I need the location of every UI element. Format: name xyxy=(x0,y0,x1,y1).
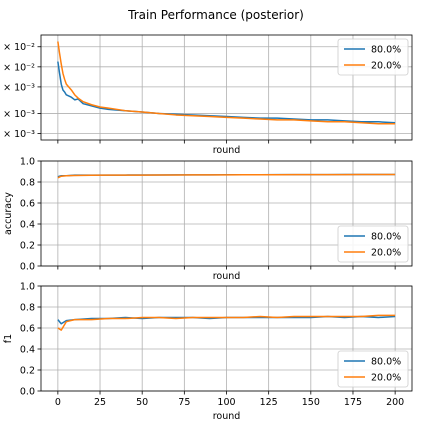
x-tick-label: 100 xyxy=(217,397,235,408)
legend-entry-label: 20.0% xyxy=(371,61,401,72)
y-tick-label: × 10⁻² xyxy=(3,42,35,53)
subplots: × 10⁻³ × 10⁻³ × 10⁻³ × 10⁻² × 10⁻² round 80.0%… xyxy=(3,34,413,422)
legend-entry-label: 20.0% xyxy=(371,373,401,384)
y-tick-label: 1.0 xyxy=(20,157,35,168)
subplot-2: 0.0 0.2 0.4 0.6 0.8 1.0 round accuracy 80.0% 20.0… xyxy=(3,157,413,282)
y-tick-label: 0.6 xyxy=(20,199,35,210)
x-tick-label: 25 xyxy=(94,397,106,408)
legend: 80.0% 20.0% xyxy=(337,38,409,76)
y-tick-label: 0.2 xyxy=(20,241,35,252)
x-tick-label: 50 xyxy=(136,397,148,408)
legend-entry-label: 80.0% xyxy=(371,232,401,243)
legend-box xyxy=(337,350,409,388)
y-axis-label: accuracy xyxy=(3,192,14,235)
y-tick-label: 0.4 xyxy=(20,220,35,231)
y-tick-label: 0.0 xyxy=(20,387,35,398)
x-tick-label: 150 xyxy=(302,397,320,408)
y-tick-label: × 10⁻³ xyxy=(3,82,35,93)
y-tick-label: × 10⁻³ xyxy=(3,129,35,140)
y-tick-label: 0.4 xyxy=(20,345,35,356)
y-tick-label: × 10⁻² xyxy=(3,62,35,73)
y-tick-label: 0.2 xyxy=(20,366,35,377)
legend: 80.0% 20.0% xyxy=(337,225,409,263)
figure-title: Train Performance (posterior) xyxy=(127,8,304,22)
legend-box xyxy=(337,225,409,263)
y-tick-label: 0.8 xyxy=(20,178,35,189)
axes-frame xyxy=(40,160,413,267)
series-line-2 xyxy=(57,173,396,179)
x-tick-label: 0 xyxy=(55,397,61,408)
series-line-2 xyxy=(57,41,396,125)
series-line-2 xyxy=(57,314,396,331)
x-axis-label: round xyxy=(213,145,241,156)
axes-frame xyxy=(40,34,413,141)
subplot-3: 0 25 50 75 100 125 150 175 200 0.0 0.2 0.4 0.6 0.8 1.0… xyxy=(3,282,413,422)
y-tick-label: 0.0 xyxy=(20,262,35,273)
x-axis-label: round xyxy=(213,411,241,422)
legend-entry-label: 20.0% xyxy=(371,248,401,259)
y-tick-label: 0.8 xyxy=(20,303,35,314)
legend: 80.0% 20.0% xyxy=(337,350,409,388)
subplot-1: × 10⁻³ × 10⁻³ × 10⁻³ × 10⁻² × 10⁻² round 80.0%… xyxy=(3,34,413,156)
x-tick-label: 200 xyxy=(386,397,404,408)
x-tick-label: 175 xyxy=(344,397,362,408)
y-tick-label: 0.6 xyxy=(20,324,35,335)
legend-entry-label: 80.0% xyxy=(371,357,401,368)
x-tick-label: 125 xyxy=(260,397,278,408)
y-tick-label: 1.0 xyxy=(20,282,35,293)
axes-frame xyxy=(40,285,413,392)
y-tick-label: × 10⁻³ xyxy=(3,109,35,120)
x-axis-label: round xyxy=(213,271,241,282)
legend-box xyxy=(337,38,409,76)
legend-entry-label: 80.0% xyxy=(371,45,401,56)
x-tick-label: 75 xyxy=(178,397,190,408)
y-axis-label: f1 xyxy=(3,334,14,343)
